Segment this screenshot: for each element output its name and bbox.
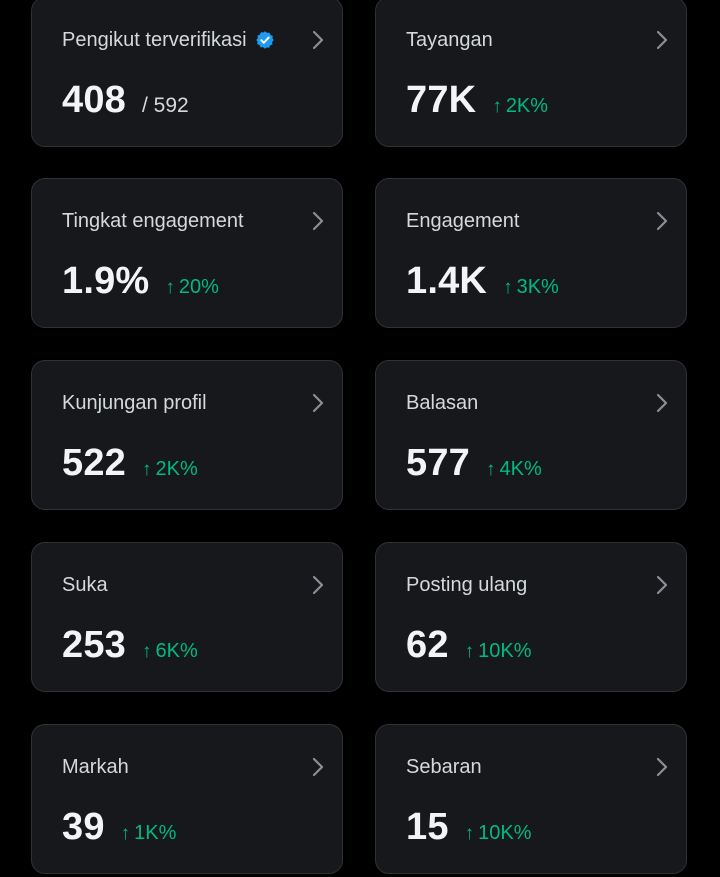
metric-label: Pengikut terverifikasi — [62, 29, 247, 51]
metric-delta-value: 20% — [178, 276, 219, 298]
metric-label: Tayangan — [406, 29, 493, 51]
metric-label: Engagement — [406, 210, 520, 232]
verified-badge-icon — [255, 30, 275, 50]
metric-card-likes[interactable]: Suka 253 ↑ 6K% — [31, 542, 343, 692]
metric-card-engagements[interactable]: Engagement 1.4K ↑ 3K% — [375, 178, 687, 328]
metric-label: Markah — [62, 756, 129, 778]
metric-label: Kunjungan profil — [62, 392, 207, 414]
metric-delta-value: 10K% — [478, 822, 532, 844]
metric-value-row: 77K ↑ 2K% — [406, 80, 548, 120]
metric-delta-value: 2K% — [155, 458, 198, 480]
metric-value: 522 — [62, 442, 127, 484]
metric-label: Sebaran — [406, 756, 482, 778]
metric-delta: ↑ 10K% — [465, 640, 532, 663]
chevron-right-icon — [312, 757, 324, 777]
metric-label: Suka — [62, 574, 108, 596]
metric-card-engagement-rate[interactable]: Tingkat engagement 1.9% ↑ 20% — [31, 178, 343, 328]
metric-card-verified-followers[interactable]: Pengikut terverifikasi 408 / 592 — [31, 0, 343, 147]
metric-delta: ↑ 3K% — [503, 276, 559, 299]
arrow-up-icon: ↑ — [464, 641, 475, 662]
metric-value: 1.9% — [62, 260, 150, 302]
metric-value: 77K — [406, 79, 477, 121]
metric-value-row: 15 ↑ 10K% — [406, 807, 532, 847]
metric-delta-value: 1K% — [134, 822, 177, 844]
metric-value: 1.4K — [406, 260, 488, 302]
metric-card-bookmarks[interactable]: Markah 39 ↑ 1K% — [31, 724, 343, 874]
metric-delta-value: 4K% — [499, 458, 542, 480]
metric-value: 62 — [406, 624, 449, 666]
metric-value: 39 — [62, 806, 105, 848]
metric-delta: ↑ 6K% — [142, 640, 198, 663]
metric-delta: ↑ 1K% — [121, 822, 177, 845]
metric-value: 253 — [62, 624, 127, 666]
chevron-right-icon — [656, 575, 668, 595]
chevron-right-icon — [312, 575, 324, 595]
chevron-right-icon — [312, 211, 324, 231]
metric-card-profile-visits[interactable]: Kunjungan profil 522 ↑ 2K% — [31, 360, 343, 510]
metric-value-row: 253 ↑ 6K% — [62, 625, 198, 665]
metric-total: / 592 — [142, 94, 189, 117]
metric-card-impressions[interactable]: Tayangan 77K ↑ 2K% — [375, 0, 687, 147]
metric-card-reposts[interactable]: Posting ulang 62 ↑ 10K% — [375, 542, 687, 692]
metric-card-replies[interactable]: Balasan 577 ↑ 4K% — [375, 360, 687, 510]
arrow-up-icon: ↑ — [165, 277, 175, 298]
chevron-right-icon — [312, 30, 324, 50]
arrow-up-icon: ↑ — [142, 459, 152, 480]
chevron-right-icon — [312, 393, 324, 413]
metric-value: 408 — [62, 79, 127, 121]
metric-label: Balasan — [406, 392, 479, 414]
metric-label: Tingkat engagement — [62, 210, 244, 232]
metric-value-row: 522 ↑ 2K% — [62, 443, 198, 483]
metric-value: 577 — [406, 442, 471, 484]
metric-value-row: 1.4K ↑ 3K% — [406, 261, 559, 301]
chevron-right-icon — [656, 30, 668, 50]
chevron-right-icon — [656, 211, 668, 231]
metric-label: Posting ulang — [406, 574, 528, 596]
metric-label-row: Pengikut terverifikasi — [62, 28, 275, 52]
metric-delta-value: 6K% — [155, 640, 198, 662]
arrow-up-icon: ↑ — [120, 823, 131, 844]
metric-delta: ↑ 20% — [165, 276, 219, 299]
metric-value-row: 39 ↑ 1K% — [62, 807, 176, 847]
metric-delta: ↑ 4K% — [486, 458, 542, 481]
arrow-up-icon: ↑ — [492, 96, 502, 117]
chevron-right-icon — [656, 393, 668, 413]
arrow-up-icon: ↑ — [464, 823, 475, 844]
metric-delta-value: 2K% — [505, 95, 549, 117]
metric-card-shares[interactable]: Sebaran 15 ↑ 10K% — [375, 724, 687, 874]
metric-delta: ↑ 2K% — [492, 95, 548, 118]
arrow-up-icon: ↑ — [503, 277, 513, 298]
metric-value-row: 408 / 592 — [62, 80, 189, 120]
arrow-up-icon: ↑ — [486, 459, 496, 480]
metric-value: 15 — [406, 806, 449, 848]
metric-value-row: 577 ↑ 4K% — [406, 443, 542, 483]
metric-delta: ↑ 10K% — [465, 822, 532, 845]
metric-delta-value: 3K% — [516, 276, 559, 298]
metric-delta-value: 10K% — [478, 640, 532, 662]
chevron-right-icon — [656, 757, 668, 777]
metric-delta: ↑ 2K% — [142, 458, 198, 481]
metric-value-row: 62 ↑ 10K% — [406, 625, 532, 665]
metric-value-row: 1.9% ↑ 20% — [62, 261, 219, 301]
arrow-up-icon: ↑ — [142, 641, 152, 662]
